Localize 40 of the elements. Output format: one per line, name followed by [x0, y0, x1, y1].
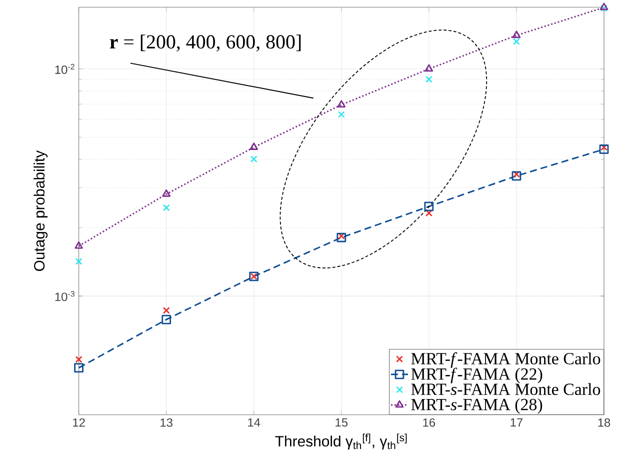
x-tick-label: 12: [73, 418, 85, 427]
point: [512, 170, 520, 178]
annotation: r = [200, 400, 600, 800]: [110, 34, 301, 52]
y-axis-title: Outage probability: [34, 150, 48, 271]
point: [336, 232, 346, 242]
point: [162, 306, 170, 314]
point: [337, 100, 346, 108]
x-tick-label: 17: [510, 418, 523, 427]
legend-label: MRT-f-FAMA (22): [411, 368, 542, 384]
x-tick-label: 14: [248, 418, 260, 427]
point: [74, 241, 83, 249]
point: [600, 144, 608, 151]
point: [424, 202, 434, 212]
point: [75, 356, 82, 363]
point: [162, 204, 170, 212]
x-tick-label: 18: [598, 418, 610, 427]
point: [162, 189, 170, 197]
y-tick-label: 10$^{-2}$: [55, 64, 74, 74]
point: [425, 210, 432, 217]
point: [74, 363, 84, 373]
x-tick-label: 13: [160, 418, 172, 427]
point: [338, 232, 345, 240]
point: [512, 30, 521, 38]
point: [424, 64, 434, 72]
point: [512, 171, 522, 181]
point: [250, 142, 258, 150]
legend-label: MRT-f-FAMA Monte Carlo: [411, 352, 600, 368]
legend-label: MRT-s-FAMA (28): [411, 398, 542, 414]
point: [250, 156, 258, 163]
legend-label: MRT-s-FAMA Monte Carlo: [411, 383, 600, 396]
x-axis-title: Threshold γ$_{th}$$^{[f]}$, γ$_{th}$[s]: [275, 434, 407, 450]
point: [75, 258, 82, 265]
point: [425, 76, 432, 83]
point: [338, 110, 345, 118]
point: [162, 314, 172, 324]
point: [599, 144, 609, 154]
x-tick-label: 16: [423, 418, 436, 427]
x-tick-label: 15: [336, 418, 348, 427]
y-tick-label: 10$^{-3}$: [55, 291, 74, 302]
point: [512, 38, 520, 46]
